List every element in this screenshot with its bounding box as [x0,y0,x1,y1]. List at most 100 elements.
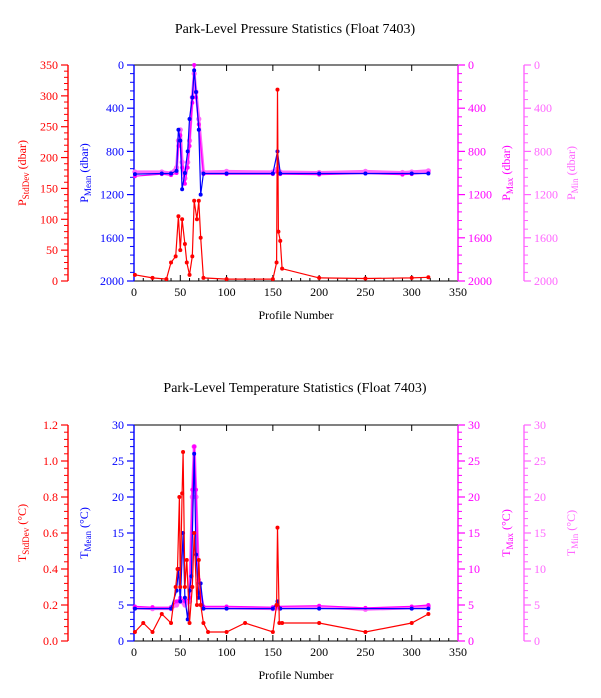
stddev-tick-label: 0.6 [43,526,58,540]
stddev-tick-label: 250 [40,120,58,134]
mean-point [178,599,183,604]
min-tick-label: 25 [534,454,546,468]
stddev-point [276,229,281,234]
mean-point [426,171,431,176]
mean-point [182,595,187,600]
stddev-tick-label: 1.2 [43,418,58,432]
x-tick-label: 0 [131,285,137,299]
stddev-point [159,612,164,616]
stddev-point [275,525,280,530]
x-tick-label: 350 [449,645,467,659]
stddev-point [190,585,195,589]
mean-point [409,171,414,176]
mean-point [317,606,322,611]
stddev-tick-label: 50 [46,243,58,257]
mean-tick-label: 25 [112,454,124,468]
stddev-point [317,275,322,280]
mean-tick-label: 0 [118,634,124,648]
max-axis-label: PMax (dbar) [499,145,515,201]
stddev-point [278,238,283,243]
stddev-point [178,585,183,589]
max-axis-label: TMax (°C) [499,509,515,557]
stddev-point [181,450,186,454]
stddev-tick-label: 0.0 [43,634,58,648]
stddev-point [280,266,285,271]
mean-point [270,171,275,176]
min-tick-label: 20 [534,490,546,504]
max-tick-label: 30 [468,418,480,432]
min-tick-label: 5 [534,598,540,612]
min-tick-label: 1200 [534,188,558,202]
max-tick-label: 400 [468,101,486,115]
mean-tick-label: 5 [118,598,124,612]
stddev-tick-label: 150 [40,181,58,195]
max-tick-label: 10 [468,562,480,576]
stddev-point [150,630,155,634]
mean-point [169,171,174,176]
mean-tick-label: 15 [112,526,124,540]
stddev-point [280,621,285,625]
stddev-point [178,248,183,253]
mean-point [178,138,183,143]
mean-point [180,187,185,192]
x-axis-label: Profile Number [259,668,334,682]
stddev-point [194,603,199,607]
stddev-point [177,495,182,499]
stddev-point [277,621,282,625]
x-tick-label: 100 [218,285,236,299]
stddev-point [270,277,275,282]
stddev-axis-label: PStdDev (dbar) [15,140,31,206]
stddev-point [192,198,197,203]
max-point [185,165,190,170]
stddev-point [164,277,169,282]
stddev-point [132,630,137,634]
min-axis-label: PMin (dbar) [564,146,580,200]
max-point [192,63,197,67]
mean-point [201,171,206,176]
min-axis-label: TMin (°C) [564,510,580,556]
mean-point [194,90,199,94]
mean-series-line [134,70,429,195]
stddev-tick-label: 0.2 [43,598,58,612]
mean-point [278,171,283,176]
max-tick-label: 1600 [468,231,492,245]
stddev-point [317,621,322,625]
max-tick-label: 5 [468,598,474,612]
mean-point [224,606,229,611]
min-tick-label: 0 [534,58,540,72]
mean-point [198,192,203,197]
stddev-point [192,531,197,535]
stddev-point [196,198,201,203]
mean-tick-label: 20 [112,490,124,504]
stddev-series-line [134,451,429,633]
x-tick-label: 250 [356,285,374,299]
max-point [192,444,197,449]
max-point [174,599,179,604]
x-tick-label: 150 [264,285,282,299]
max-tick-label: 0 [468,634,474,648]
mean-point [201,606,206,611]
stddev-point [184,260,189,265]
stddev-point [173,585,178,589]
x-axis-label: Profile Number [259,308,334,322]
x-tick-label: 50 [174,285,186,299]
stddev-tick-label: 0.4 [43,562,58,576]
max-tick-label: 0 [468,58,474,72]
stddev-tick-label: 300 [40,89,58,103]
max-point [363,605,368,610]
stddev-axis-label: TStdDev (°C) [15,504,31,562]
min-tick-label: 800 [534,144,552,158]
stddev-point [275,87,280,92]
stddev-tick-label: 0 [52,274,58,288]
mean-point [190,95,195,100]
x-tick-label: 50 [174,645,186,659]
stddev-point [173,254,178,259]
stddev-point [132,272,137,277]
stddev-point [196,558,201,562]
stddev-point [270,630,275,634]
mean-point [185,149,190,154]
max-tick-label: 25 [468,454,480,468]
x-tick-label: 200 [310,645,328,659]
min-tick-label: 400 [534,101,552,115]
